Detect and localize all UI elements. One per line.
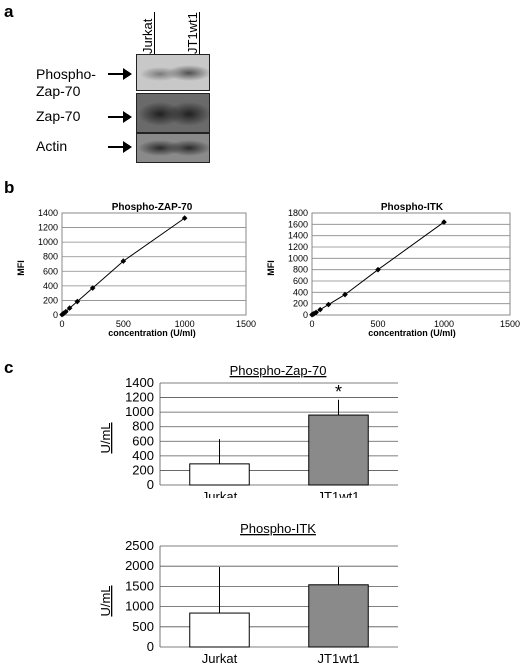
- blot-label-phospho-zap70: Phospho- Zap-70: [36, 66, 96, 99]
- x-tick-label: 0: [59, 319, 64, 329]
- plot-area: [61, 212, 247, 316]
- y-tick-label: 0: [147, 639, 154, 654]
- y-tick-label: 1400: [125, 375, 154, 390]
- panel-c-letter: c: [4, 358, 14, 377]
- y-tick-label: 0: [53, 310, 58, 320]
- y-tick-label: 2000: [125, 558, 154, 573]
- y-axis-label: U/mL: [98, 585, 113, 616]
- chart-title: Phospho-Zap-70: [230, 363, 327, 378]
- chart-title: Phospho-ZAP-70: [112, 202, 193, 213]
- y-tick-label: 600: [132, 433, 154, 448]
- y-tick-label: 400: [43, 281, 58, 291]
- y-tick-label: 1200: [125, 390, 154, 405]
- x-tick-label: 0: [309, 319, 314, 329]
- y-tick-label: 800: [132, 419, 154, 434]
- x-tick-label: 1500: [500, 319, 520, 329]
- x-tick-label: 1000: [175, 319, 195, 329]
- y-tick-label: 1200: [38, 223, 58, 233]
- y-tick-label: 1000: [125, 404, 154, 419]
- chart-phospho-itk-standard: Phospho-ITK MFI concentration (U/ml) 020…: [266, 202, 520, 338]
- y-tick-label: 600: [43, 266, 58, 276]
- y-tick-label: 1800: [288, 208, 308, 218]
- y-tick-label: 1000: [38, 237, 58, 247]
- arrow-icon: [108, 141, 132, 153]
- blot-label-actin: Actin: [36, 138, 68, 154]
- panel-a-letter: a: [4, 2, 14, 21]
- bar: [189, 463, 250, 486]
- x-tick-label: JT1wt1: [318, 651, 360, 666]
- chart-phospho-zap70-standard: Phospho-ZAP-70 MFI concentration (U/ml) …: [16, 202, 256, 338]
- y-tick-label: 0: [147, 477, 154, 492]
- data-point: [311, 310, 317, 317]
- y-tick-label: 500: [132, 619, 154, 634]
- y-tick-label: 1000: [288, 253, 308, 263]
- significance-marker: *: [335, 382, 342, 402]
- x-tick-label: 500: [370, 319, 385, 329]
- y-tick-label: 800: [43, 252, 58, 262]
- y-tick-label: 400: [132, 448, 154, 463]
- blot-actin: [136, 133, 210, 163]
- x-axis-label: concentration (U/ml): [368, 328, 456, 338]
- data-point: [74, 298, 81, 305]
- x-tick-label: 500: [116, 319, 131, 329]
- plot-area: [311, 212, 511, 316]
- y-axis-label: U/mL: [98, 422, 113, 453]
- y-tick-label: 1400: [288, 231, 308, 241]
- bar: [189, 612, 250, 648]
- x-tick-label: 1500: [236, 319, 256, 329]
- blot-label-zap70: Zap-70: [36, 108, 81, 124]
- chart-phospho-zap70-bars: Phospho-Zap-70 U/mL 02004006008001000120…: [98, 363, 398, 498]
- x-axis-label: concentration (U/ml): [108, 328, 196, 338]
- y-axis-label: MFI: [16, 260, 26, 276]
- lane-underline-jurkat: [154, 12, 155, 54]
- y-tick-label: 400: [293, 287, 308, 297]
- data-point: [325, 301, 332, 308]
- data-point: [342, 291, 348, 298]
- y-tick-label: 200: [43, 295, 58, 305]
- x-tick-label: 1000: [434, 319, 454, 329]
- y-tick-label: 1500: [125, 578, 154, 593]
- y-tick-label: 800: [293, 265, 308, 275]
- x-tick-label: Jurkat: [202, 489, 238, 498]
- y-tick-label: 2500: [125, 538, 154, 553]
- y-tick-label: 1200: [288, 242, 308, 252]
- lane-label-jurkat: Jurkat: [140, 18, 155, 54]
- x-tick-label: Jurkat: [202, 651, 238, 666]
- blot-phospho-zap70: [136, 54, 210, 91]
- y-tick-label: 1400: [38, 208, 58, 218]
- x-tick-label: JT1wt1: [318, 489, 360, 498]
- chart-title: Phospho-ITK: [240, 521, 316, 536]
- y-tick-label: 200: [132, 462, 154, 477]
- y-axis-label: MFI: [266, 260, 276, 276]
- y-tick-label: 1600: [288, 219, 308, 229]
- blot-zap70: [136, 93, 210, 133]
- panel-b-letter: b: [4, 178, 15, 197]
- y-tick-label: 1000: [125, 599, 154, 614]
- chart-phospho-itk-bars: Phospho-ITK U/mL 0 500 1000 1500 2000 2500 Jur…: [98, 521, 398, 666]
- bar: [308, 414, 369, 486]
- y-tick-label: 0: [303, 310, 308, 320]
- lane-label-jt1wt1: JT1wt1: [185, 12, 200, 54]
- lane-underline-jt1wt1: [199, 12, 200, 54]
- arrow-icon: [108, 111, 132, 123]
- y-tick-label: 200: [293, 299, 308, 309]
- chart-title: Phospho-ITK: [381, 202, 444, 213]
- bar: [308, 584, 369, 648]
- y-tick-label: 600: [293, 276, 308, 286]
- arrow-icon: [108, 68, 132, 80]
